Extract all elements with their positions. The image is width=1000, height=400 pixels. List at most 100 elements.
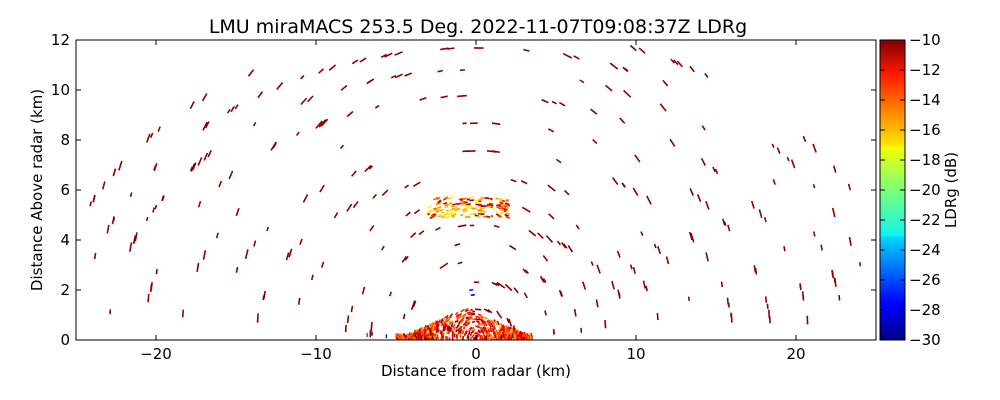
noise-speckle bbox=[687, 296, 690, 301]
precip-echo bbox=[459, 321, 463, 325]
colorbar-axis: −10 −12 −14 −16 −18 −20 −22 −24 −26 −28 −30 bbox=[880, 31, 941, 349]
cloud-echo bbox=[497, 214, 502, 218]
noise-speckle bbox=[559, 290, 564, 297]
precip-echo bbox=[452, 326, 456, 331]
noise-speckle bbox=[509, 244, 517, 251]
noise-speckle bbox=[596, 264, 601, 274]
precip-echo bbox=[497, 331, 501, 337]
noise-speckle bbox=[632, 267, 636, 274]
precip-echo bbox=[466, 311, 472, 315]
cloud-echo bbox=[453, 208, 457, 211]
noise-speckle bbox=[858, 262, 862, 267]
precip-echo bbox=[511, 326, 514, 331]
cloud-echo bbox=[447, 197, 452, 200]
precip-echo bbox=[457, 331, 460, 335]
precip-echo bbox=[485, 329, 489, 333]
precip-echo bbox=[499, 323, 503, 326]
noise-speckle bbox=[522, 268, 528, 274]
precip-echo bbox=[457, 314, 462, 320]
cloud-echo bbox=[500, 209, 505, 212]
noise-speckle bbox=[256, 313, 259, 323]
noise-speckle bbox=[629, 44, 637, 52]
noise-speckle bbox=[297, 297, 301, 305]
noise-speckle bbox=[611, 280, 615, 290]
noise-speckle bbox=[157, 126, 161, 132]
precip-echo bbox=[465, 321, 470, 325]
colorbar-tick-label: −14 bbox=[909, 91, 941, 109]
precip-echo bbox=[481, 327, 485, 332]
cloud-echo bbox=[492, 208, 496, 211]
noise-speckle bbox=[523, 292, 528, 299]
precip-echo bbox=[472, 318, 476, 321]
noise-speckle bbox=[440, 47, 449, 51]
cloud-echo bbox=[429, 215, 435, 220]
precip-echo bbox=[443, 326, 447, 332]
noise-speckle bbox=[547, 184, 556, 192]
noise-speckle bbox=[622, 66, 629, 72]
noise-speckle bbox=[548, 213, 555, 220]
noise-speckle bbox=[604, 319, 607, 329]
noise-speckle bbox=[368, 165, 374, 170]
cloud-echo bbox=[449, 202, 453, 205]
cloud-echo bbox=[448, 211, 454, 215]
noise-speckle bbox=[404, 255, 409, 261]
noise-speckle bbox=[547, 128, 555, 133]
precip-echo bbox=[469, 314, 473, 318]
precip-echo bbox=[484, 331, 488, 336]
noise-speckle bbox=[611, 177, 619, 186]
noise-speckle bbox=[218, 180, 223, 188]
noise-speckle bbox=[573, 55, 580, 60]
noise-speckle bbox=[300, 75, 305, 80]
noise-speckle bbox=[705, 252, 709, 262]
noise-speckle bbox=[405, 211, 411, 217]
noise-speckle bbox=[723, 221, 727, 226]
radar-echo-marks bbox=[89, 44, 862, 340]
noise-speckle bbox=[253, 240, 257, 247]
precip-echo bbox=[477, 330, 482, 334]
noise-speckle bbox=[510, 178, 517, 183]
y-tick-label: 10 bbox=[51, 81, 70, 99]
noise-speckle bbox=[93, 252, 97, 260]
noise-speckle bbox=[333, 212, 339, 219]
noise-speckle bbox=[197, 200, 202, 208]
precip-echo bbox=[483, 320, 487, 324]
noise-speckle bbox=[129, 242, 133, 252]
noise-speckle bbox=[320, 261, 325, 268]
noise-speckle bbox=[619, 117, 626, 124]
cloud-echo bbox=[504, 213, 510, 217]
noise-speckle bbox=[640, 231, 644, 237]
noise-speckle bbox=[372, 194, 377, 199]
cloud-echo bbox=[495, 213, 499, 216]
noise-speckle bbox=[197, 157, 203, 166]
noise-speckle bbox=[190, 163, 196, 172]
precip-echo bbox=[467, 335, 470, 340]
cloud-echo bbox=[483, 204, 489, 207]
noise-speckle bbox=[776, 147, 781, 154]
noise-speckle bbox=[556, 240, 562, 246]
noise-speckle bbox=[388, 291, 393, 297]
noise-speckle bbox=[513, 287, 519, 294]
cloud-echo bbox=[444, 203, 450, 207]
noise-speckle bbox=[632, 187, 639, 196]
noise-speckle bbox=[112, 168, 117, 177]
cloud-echo bbox=[437, 214, 442, 218]
cloud-echo bbox=[495, 211, 499, 214]
noise-speckle bbox=[381, 189, 389, 196]
noise-speckle bbox=[235, 208, 240, 217]
precip-echo bbox=[455, 319, 459, 323]
noise-speckle bbox=[579, 79, 585, 84]
precip-echo bbox=[442, 317, 445, 321]
precip-echo bbox=[470, 330, 475, 335]
noise-speckle bbox=[609, 62, 619, 70]
noise-speckle bbox=[559, 101, 566, 107]
precip-echo bbox=[504, 328, 507, 332]
precip-echo bbox=[467, 331, 471, 336]
precip-echo bbox=[446, 324, 449, 327]
noise-speckle bbox=[457, 94, 467, 98]
noise-speckle bbox=[496, 281, 506, 289]
noise-speckle bbox=[318, 119, 327, 128]
noise-speckle bbox=[688, 231, 693, 241]
noise-speckle bbox=[102, 181, 106, 190]
noise-speckle bbox=[340, 84, 348, 91]
noise-speckle bbox=[832, 165, 837, 173]
